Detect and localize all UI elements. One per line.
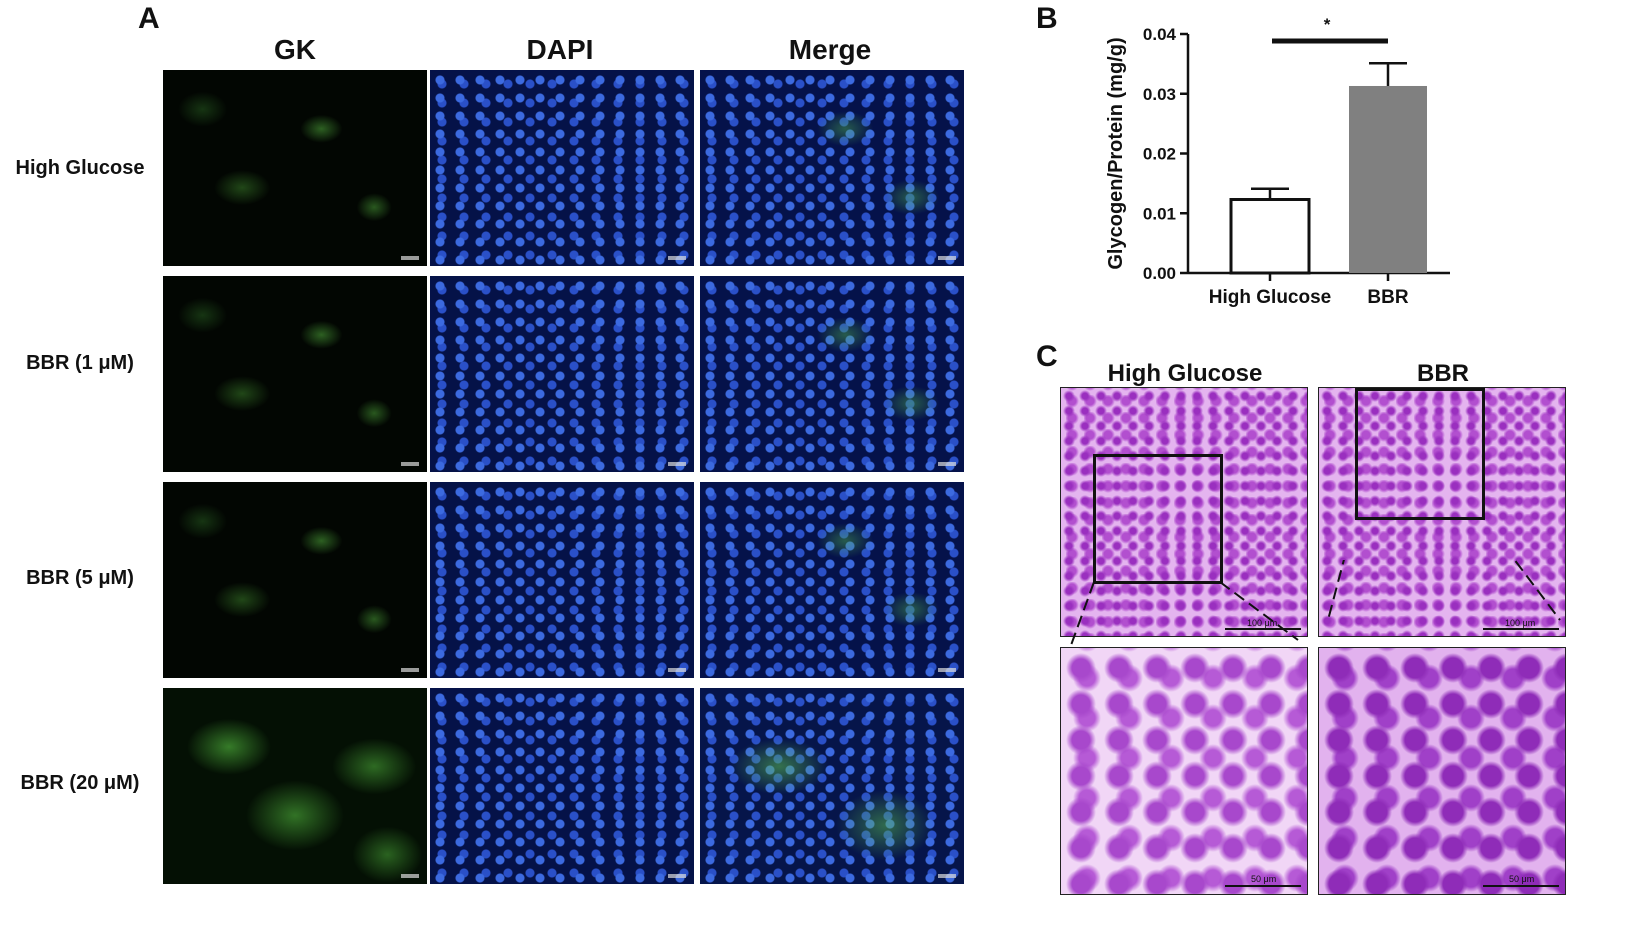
row-label-high-glucose: High Glucose: [15, 157, 145, 179]
micrograph-merge-bbr-5: [700, 482, 964, 678]
roi-box: [1093, 454, 1223, 584]
scalebar: [1483, 628, 1559, 630]
column-header-gk: GK: [274, 34, 316, 65]
scalebar: [1483, 885, 1559, 887]
y-tick-label: 0.02: [1143, 145, 1176, 164]
he-stain-high-glucose: 100 μm: [1060, 387, 1308, 637]
y-tick-label: 0.03: [1143, 85, 1176, 104]
he-stain-high-glucose-zoom: 50 μm: [1060, 647, 1308, 895]
micrograph-merge-high-glucose: [700, 70, 964, 266]
panel-c-letter: C: [1036, 340, 1058, 373]
micrograph-dapi-bbr-5: [430, 482, 694, 678]
bar: [1229, 198, 1311, 275]
bar: [1349, 85, 1427, 273]
micrograph-gk-bbr-20: [163, 688, 427, 884]
row-label-bbr-20: BBR (20 μM): [20, 772, 140, 794]
micrograph-dapi-bbr-1: [430, 276, 694, 472]
scalebar: [1225, 628, 1301, 630]
scalebar-label-100um: 100 μm: [1505, 618, 1536, 628]
roi-box: [1355, 388, 1485, 520]
panel-c-title-high-glucose: High Glucose: [1107, 360, 1263, 387]
y-tick-label: 0.01: [1143, 204, 1176, 223]
micrograph-gk-bbr-1: [163, 276, 427, 472]
micrograph-merge-bbr-1: [700, 276, 964, 472]
micrograph-dapi-high-glucose: [430, 70, 694, 266]
micrograph-dapi-bbr-20: [430, 688, 694, 884]
y-tick-label: 0.04: [1143, 25, 1177, 44]
y-tick-label: 0.00: [1143, 264, 1176, 283]
scalebar-label-50um: 50 μm: [1251, 874, 1277, 884]
micrograph-gk-bbr-5: [163, 482, 427, 678]
panel-a-letter: A: [138, 2, 160, 35]
y-axis-label: Glycogen/Protein (mg/g): [1105, 37, 1127, 269]
column-header-dapi: DAPI: [526, 34, 594, 65]
row-label-bbr-1: BBR (1 μM): [26, 352, 134, 374]
significance-marker: *: [1324, 15, 1331, 34]
x-tick-label: High Glucose: [1209, 287, 1331, 308]
he-stain-bbr-zoom: 50 μm: [1318, 647, 1566, 895]
scalebar: [1225, 885, 1301, 887]
micrograph-merge-bbr-20: [700, 688, 964, 884]
he-stain-bbr: 100 μm: [1318, 387, 1566, 637]
row-label-bbr-5: BBR (5 μM): [26, 567, 134, 589]
zoom-connectors: [1069, 560, 1561, 649]
glycogen-bar-chart: 0.00 0.01 0.02 0.03 0.04 Glycogen/Protein (mg…: [1105, 15, 1450, 308]
x-tick-label: BBR: [1367, 287, 1408, 308]
micrograph-gk-high-glucose: [163, 70, 427, 266]
panel-b-letter: B: [1036, 2, 1058, 35]
scalebar-label-100um: 100 μm: [1247, 618, 1278, 628]
panel-c-title-bbr: BBR: [1417, 360, 1469, 387]
column-header-merge: Merge: [788, 34, 872, 65]
scalebar-label-50um: 50 μm: [1509, 874, 1535, 884]
